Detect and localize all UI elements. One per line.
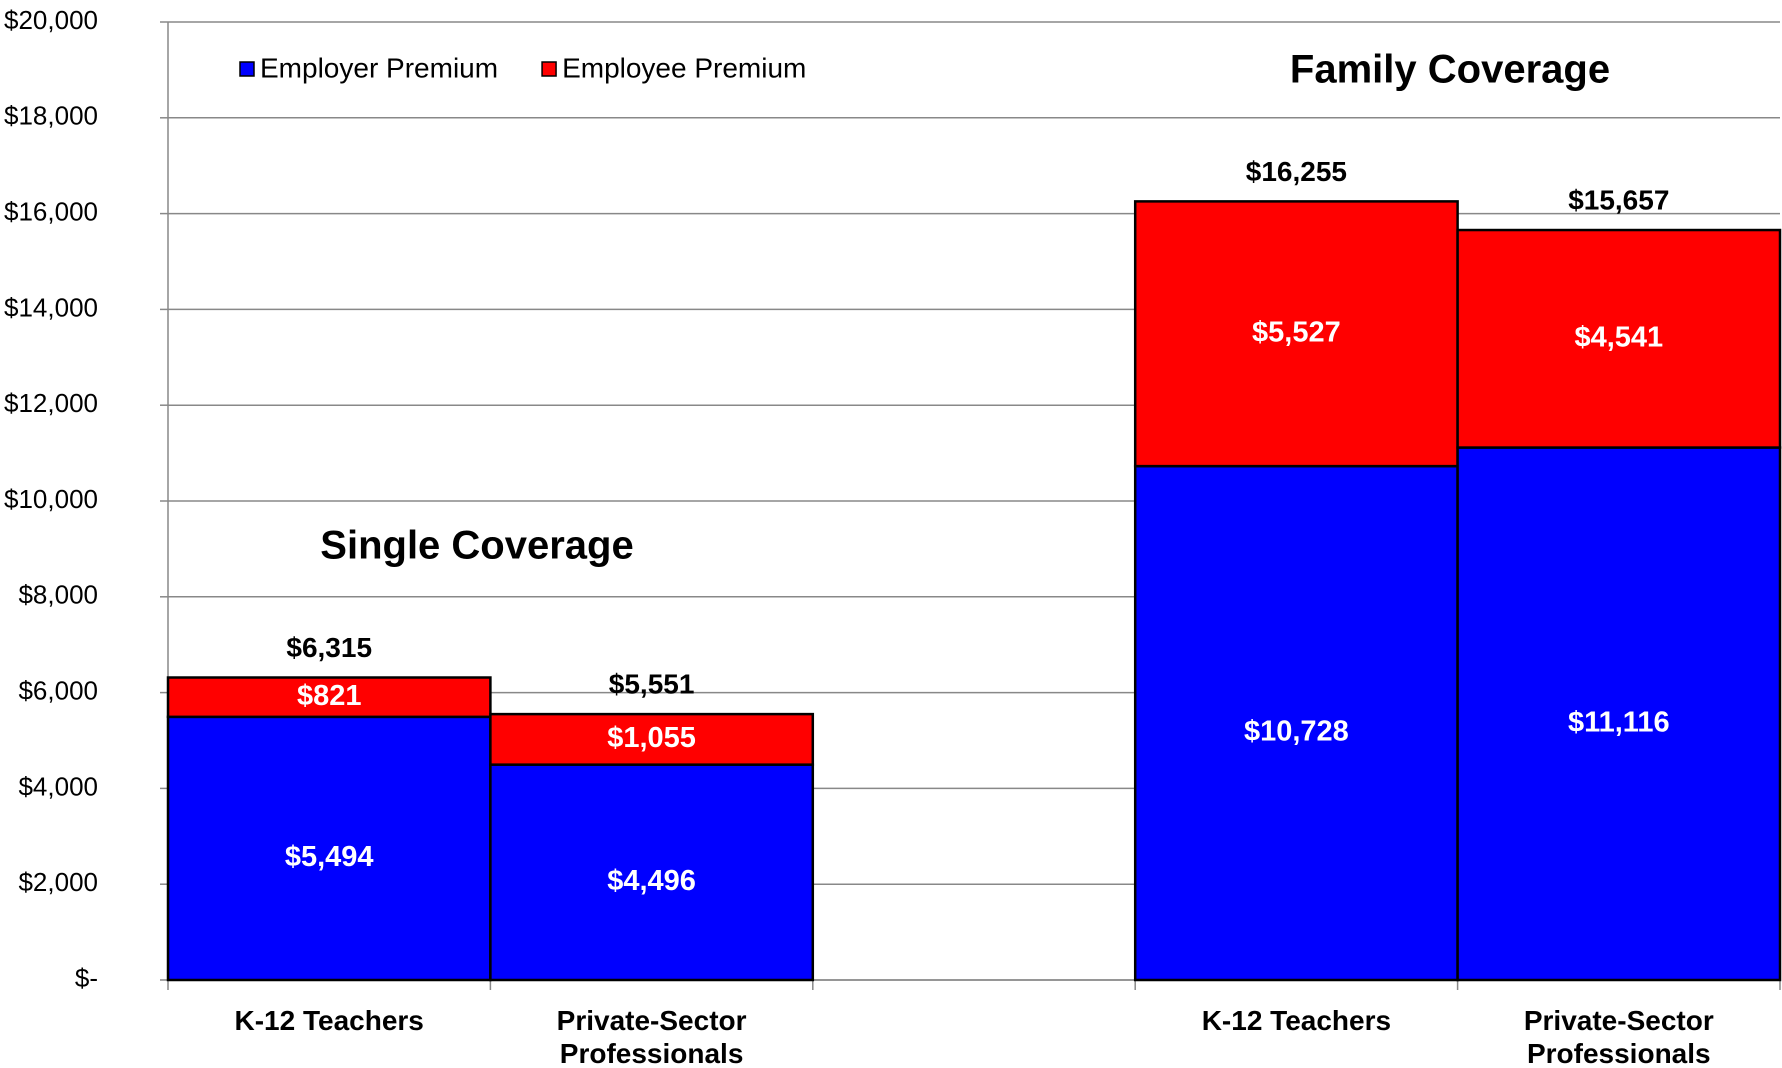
bar-segment (166, 676, 492, 719)
y-tick-label: $6,000 (18, 675, 98, 705)
bar-segment (1133, 200, 1459, 468)
total-label: $6,315 (286, 632, 372, 663)
legend-label: Employer Premium (260, 52, 498, 83)
y-tick-label: $18,000 (4, 101, 98, 131)
bar-segment (1133, 464, 1459, 982)
value-label: $821 (297, 680, 362, 712)
y-tick-label: $2,000 (18, 867, 98, 897)
bar-segment (1456, 446, 1782, 982)
value-label: $11,116 (1568, 706, 1670, 738)
x-tick-label: Private-Sector Professionals (556, 1005, 747, 1068)
legend-swatch (239, 61, 255, 77)
y-tick-label: $8,000 (18, 580, 98, 610)
y-tick-label: $12,000 (4, 388, 98, 418)
value-label: $5,494 (285, 841, 374, 873)
bar-segment (1456, 228, 1782, 449)
y-tick-label: $4,000 (18, 771, 98, 801)
y-tick-label: $20,000 (4, 5, 98, 35)
value-label: $1,055 (607, 722, 696, 754)
group-title: Single Coverage (320, 524, 633, 568)
y-tick-label: $16,000 (4, 196, 98, 226)
y-tick-label: $- (75, 963, 98, 993)
bar-segment (166, 715, 492, 982)
x-tick-label: Private-Sector Professionals (1523, 1005, 1714, 1068)
legend-label: Employee Premium (562, 52, 806, 83)
y-tick-label: $14,000 (4, 292, 98, 322)
value-label: $5,527 (1252, 316, 1341, 348)
x-tick-label: K-12 Teachers (234, 1005, 424, 1036)
group-title: Family Coverage (1290, 48, 1610, 92)
bar-segment (489, 763, 815, 982)
legend-swatch (541, 61, 557, 77)
y-tick-label: $10,000 (4, 484, 98, 514)
x-tick-label: K-12 Teachers (1201, 1005, 1392, 1036)
bar-segment (489, 712, 815, 766)
value-label: $4,496 (607, 865, 696, 897)
value-label: $10,728 (1244, 716, 1349, 748)
total-label: $16,255 (1246, 156, 1347, 187)
total-label: $5,551 (609, 668, 695, 699)
value-label: $4,541 (1574, 321, 1663, 353)
total-label: $15,657 (1568, 184, 1669, 215)
